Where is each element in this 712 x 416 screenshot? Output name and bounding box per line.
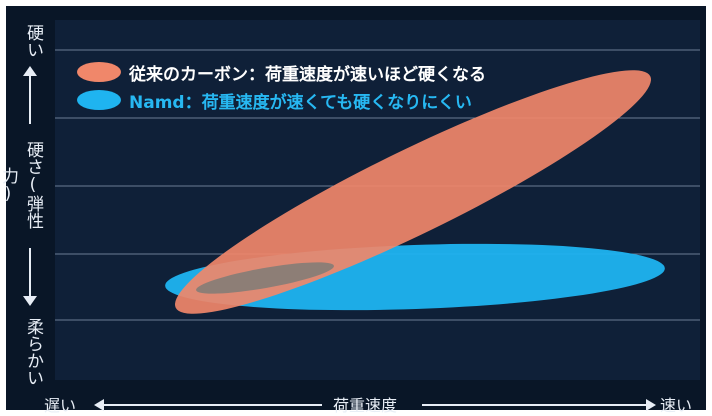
y-arrow-down-icon bbox=[23, 248, 37, 306]
x-axis-title: 荷重速度 bbox=[333, 396, 398, 415]
legend-marker-namd bbox=[77, 90, 121, 110]
legend bbox=[77, 62, 121, 110]
series-conventional-carbon-region bbox=[175, 70, 651, 314]
chart-svg bbox=[55, 49, 700, 321]
legend-label-namd: Namd：荷重速度が速くても硬くなりにくい bbox=[129, 93, 472, 113]
x-arrow-left-icon bbox=[94, 399, 322, 411]
legend-marker-conventional bbox=[77, 62, 121, 82]
y-arrow-up-icon bbox=[23, 66, 37, 124]
overlap-region bbox=[196, 262, 334, 294]
y-axis-title: 硬さ(弾性力) bbox=[0, 141, 43, 229]
x-high-label: 速い bbox=[660, 396, 693, 415]
x-arrow-right-icon bbox=[422, 399, 656, 411]
legend-label-conventional: 従来のカーボン：荷重速度が速いほど硬くなる bbox=[129, 65, 486, 85]
y-low-label: 柔らかい bbox=[23, 318, 43, 386]
x-low-label: 遅い bbox=[44, 396, 77, 415]
plot-area: 従来のカーボン：荷重速度が速いほど硬くなる Namd：荷重速度が速くても硬くなり… bbox=[55, 20, 700, 380]
y-high-label: 硬い bbox=[23, 24, 43, 58]
